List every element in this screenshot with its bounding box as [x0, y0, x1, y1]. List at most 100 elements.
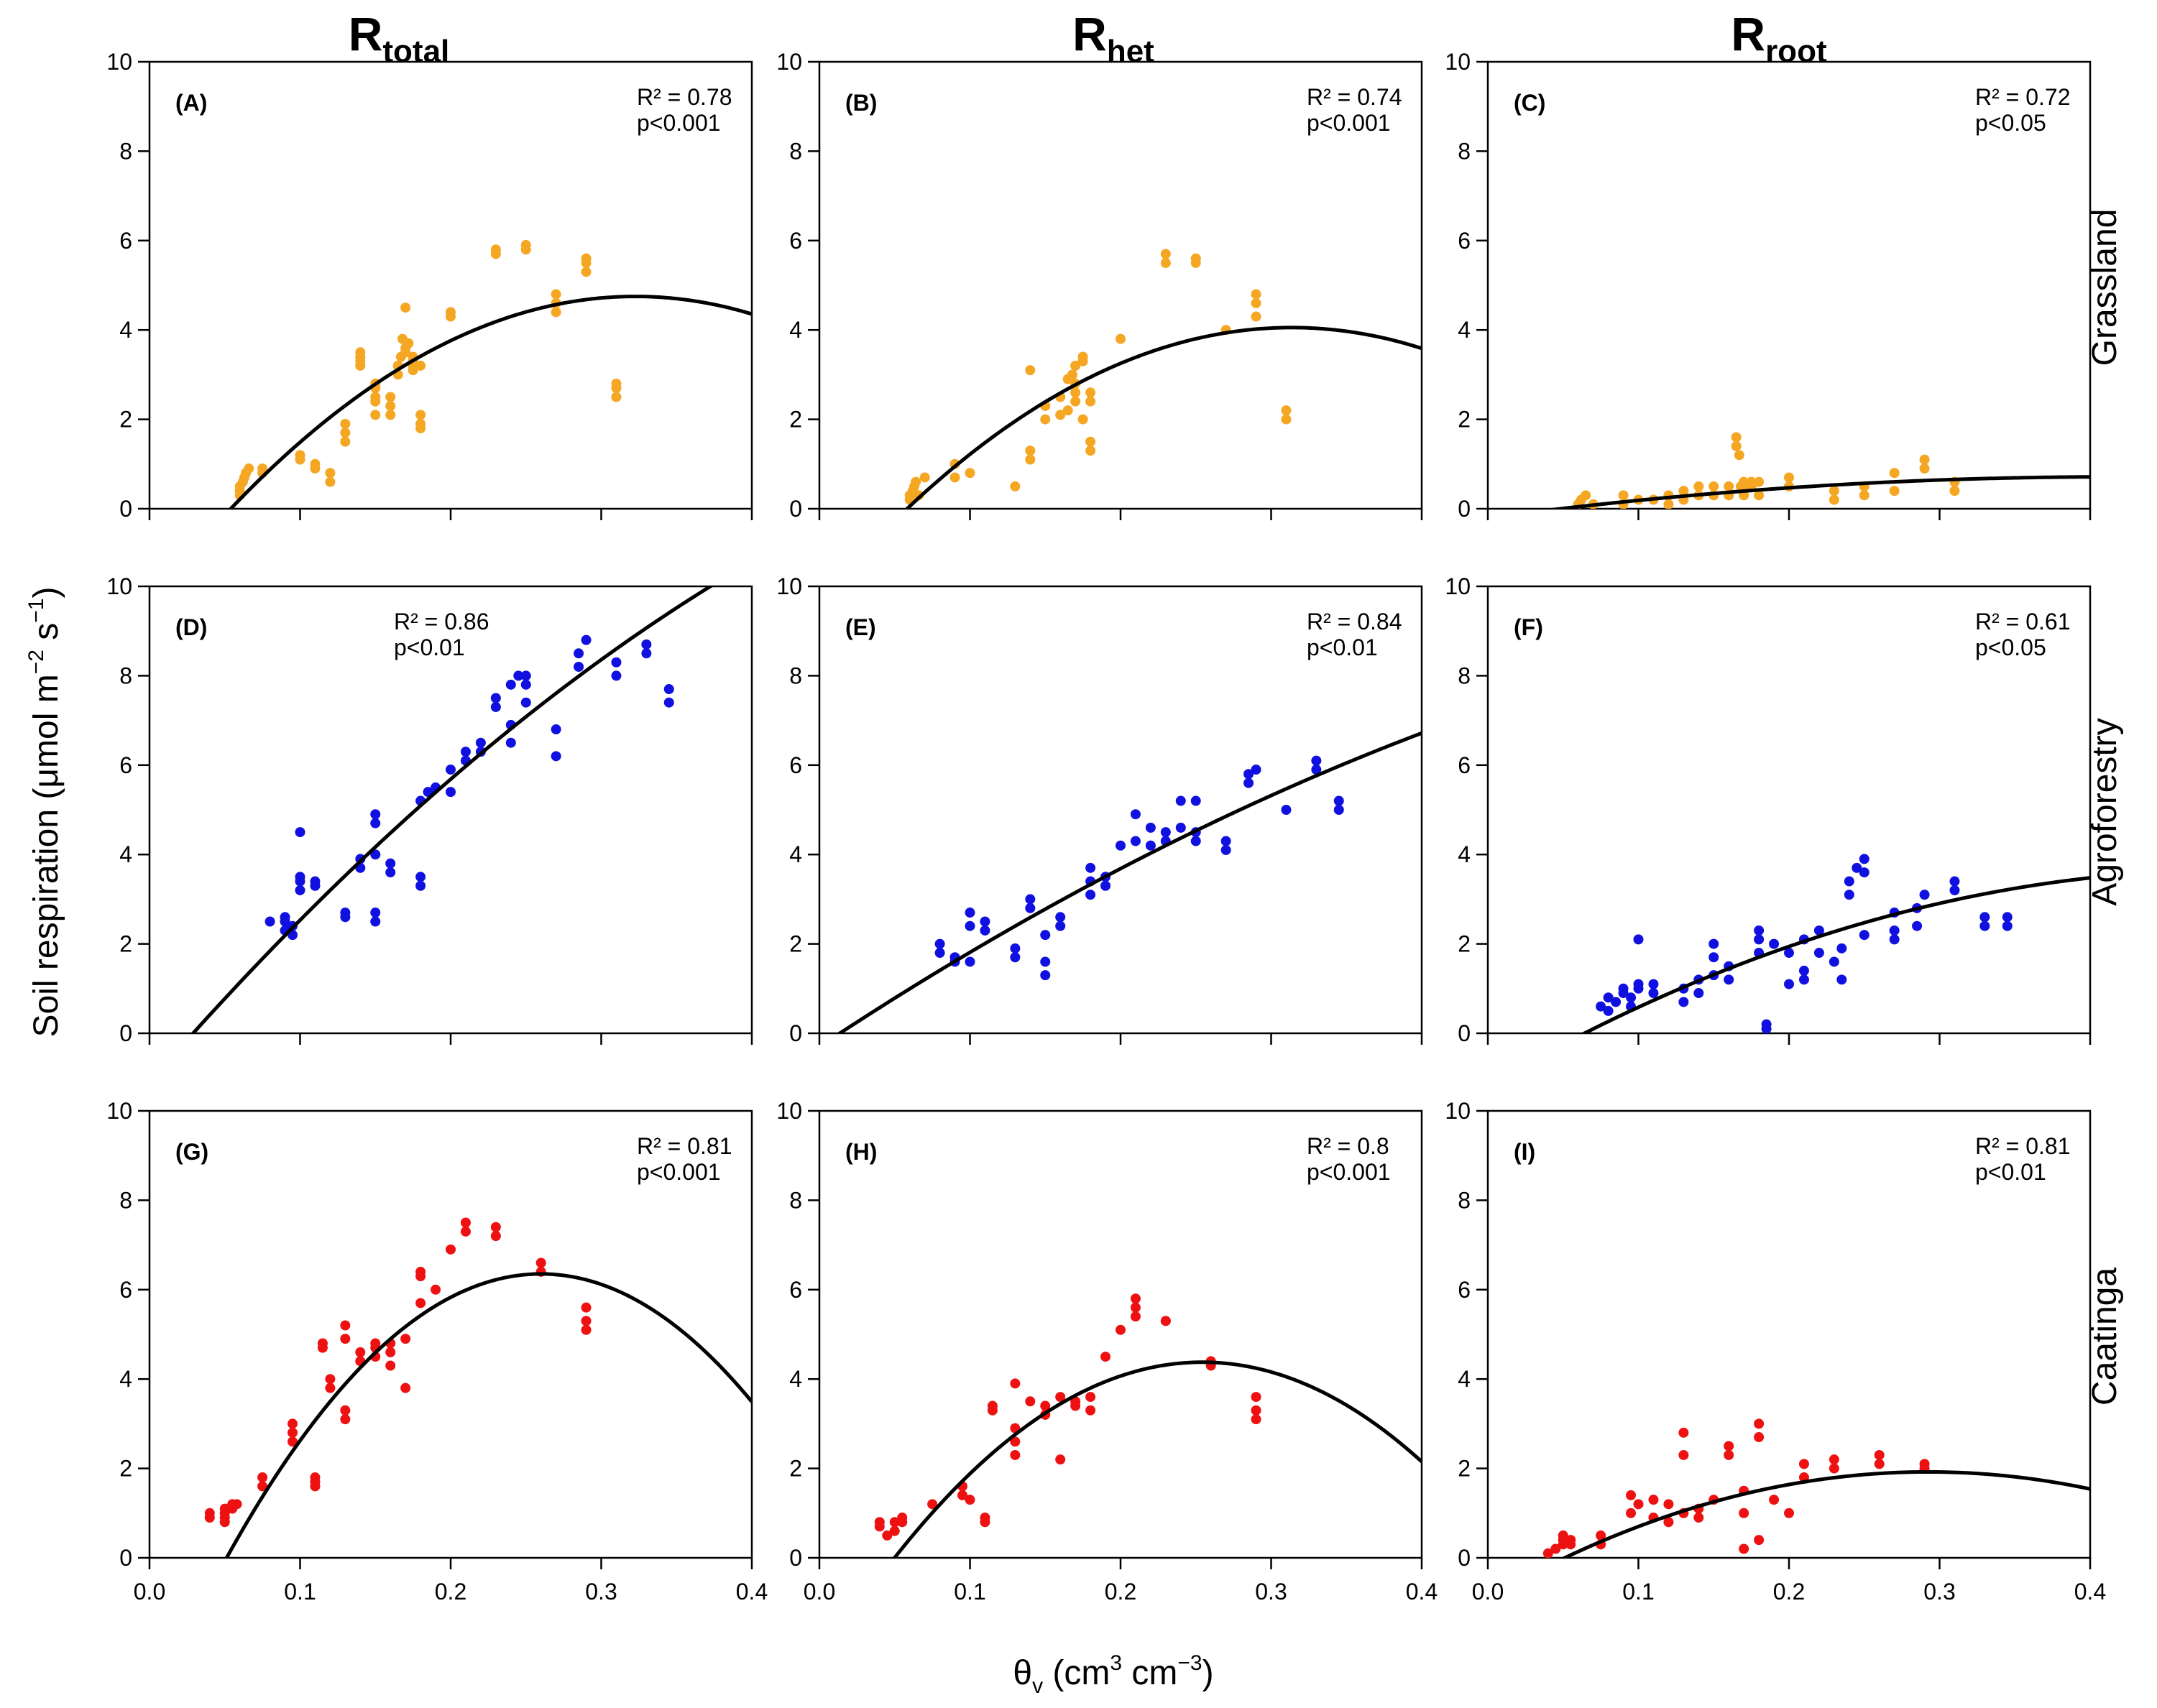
fit-curve	[892, 1360, 1422, 1558]
r-squared-label: R² = 0.61	[1975, 609, 2071, 634]
data-point	[1145, 840, 1156, 851]
y-tick-label: 6	[789, 228, 802, 254]
data-point	[1708, 938, 1719, 949]
data-point	[415, 418, 426, 429]
data-point	[1190, 795, 1201, 806]
data-point	[1160, 1316, 1171, 1326]
data-points	[1573, 432, 1960, 509]
y-tick-label: 0	[1458, 496, 1471, 522]
data-point	[1633, 979, 1644, 989]
data-point	[490, 244, 501, 255]
data-point	[325, 1382, 336, 1393]
y-tick-label: 2	[1458, 407, 1471, 433]
data-point	[1798, 1459, 1809, 1469]
data-point	[965, 1495, 975, 1505]
data-point	[1784, 979, 1794, 989]
data-point	[400, 303, 411, 313]
data-point	[219, 1503, 230, 1514]
r-squared-label: R² = 0.86	[394, 609, 489, 634]
col-title-rhet: Rhet	[1072, 7, 1154, 69]
data-point	[1085, 396, 1096, 407]
r-squared-label: R² = 0.81	[1975, 1133, 2071, 1159]
y-tick-label: 4	[1458, 317, 1471, 343]
data-point	[1611, 997, 1622, 1007]
data-point	[1618, 490, 1629, 501]
data-point	[1746, 476, 1757, 487]
p-value-label: p<0.05	[1975, 110, 2046, 136]
fit-curve	[1580, 876, 2090, 1033]
data-point	[949, 472, 960, 483]
data-point	[1852, 862, 1862, 873]
data-point	[1784, 472, 1794, 483]
data-point	[535, 1257, 546, 1268]
data-point	[2002, 920, 2013, 931]
data-point	[385, 1360, 396, 1371]
data-point	[475, 737, 486, 748]
data-point	[446, 787, 456, 798]
x-tick-label: 0.0	[804, 1579, 835, 1605]
data-point	[1626, 992, 1637, 1003]
x-tick-label: 0.2	[1773, 1579, 1805, 1605]
panel-i: 0 2 4 6 8 10 0.0 0.1 0.2 0.3 0.4 (I) R² = 0.81p<0.01	[1445, 1098, 2106, 1605]
data-point	[611, 670, 622, 681]
data-point	[1333, 795, 1344, 806]
x-tick-label: 0.2	[1105, 1579, 1136, 1605]
fit-curve	[836, 731, 1422, 1033]
data-point	[1070, 360, 1081, 371]
data-point	[1311, 755, 1322, 766]
x-tick-label: 0.3	[1255, 1579, 1287, 1605]
data-point	[581, 253, 592, 264]
data-point	[1739, 1543, 1749, 1554]
data-point	[1731, 432, 1742, 443]
data-point	[325, 476, 336, 487]
data-point	[415, 872, 426, 882]
y-tick-label: 10	[106, 49, 132, 75]
x-tick-label: 0.3	[585, 1579, 617, 1605]
data-point	[446, 1244, 456, 1255]
r-squared-label: R² = 0.74	[1307, 84, 1402, 110]
x-tick-label: 0.1	[284, 1579, 316, 1605]
data-point	[1859, 490, 1869, 501]
data-point	[219, 1513, 230, 1523]
data-point	[1784, 948, 1794, 959]
p-value-label: p<0.01	[1975, 1159, 2046, 1185]
y-tick-label: 2	[119, 931, 132, 957]
data-point	[641, 648, 652, 659]
y-tick-label: 10	[1445, 1098, 1471, 1124]
p-value-label: p<0.001	[637, 110, 721, 136]
data-point	[1596, 1001, 1606, 1012]
data-point	[1754, 476, 1765, 487]
data-point	[1025, 446, 1036, 456]
data-point	[431, 1284, 441, 1295]
y-tick-label: 4	[789, 317, 802, 343]
data-point	[882, 1530, 893, 1541]
data-point	[1648, 979, 1659, 989]
data-point	[1175, 822, 1186, 833]
data-point	[370, 908, 381, 918]
data-point	[934, 948, 945, 959]
data-point	[1603, 992, 1614, 1003]
data-point	[1130, 1302, 1141, 1313]
data-point	[204, 1508, 215, 1518]
data-point	[1648, 1495, 1659, 1505]
y-tick-label: 10	[776, 573, 802, 599]
y-tick-label: 6	[1458, 228, 1471, 254]
data-point	[1251, 1405, 1261, 1416]
data-point	[1844, 876, 1854, 887]
data-point	[1874, 1449, 1885, 1460]
data-points	[204, 1217, 592, 1528]
data-point	[340, 908, 351, 918]
panel-a: 0 2 4 6 8 10 (A) R² = 0.78p<0.001	[106, 49, 753, 522]
data-point	[1010, 1436, 1021, 1447]
y-tick-label: 6	[119, 1277, 132, 1303]
y-tick-label: 2	[789, 931, 802, 957]
data-point	[325, 1374, 336, 1385]
data-point	[1085, 387, 1096, 398]
data-point	[295, 872, 305, 882]
p-value-label: p<0.001	[637, 1159, 721, 1185]
data-point	[1769, 1495, 1780, 1505]
data-point	[611, 378, 622, 389]
data-point	[1025, 903, 1036, 913]
data-point	[1754, 1418, 1765, 1429]
data-point	[415, 1298, 426, 1308]
